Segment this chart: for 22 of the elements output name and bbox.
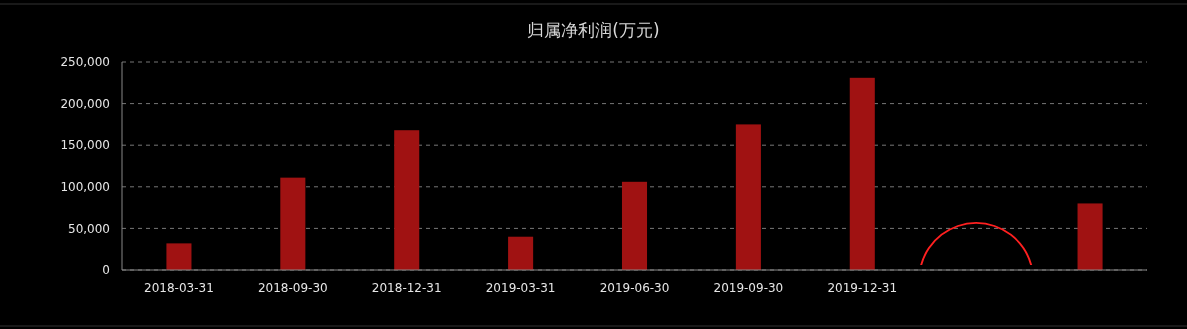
bar xyxy=(1077,203,1103,270)
bar xyxy=(508,236,534,270)
y-tick-label: 100,000 xyxy=(60,180,110,194)
y-tick-label: 150,000 xyxy=(60,138,110,153)
y-tick-label: 50,000 xyxy=(68,221,110,236)
x-tick-label: 2019-03-31 xyxy=(485,281,556,295)
bar xyxy=(394,130,420,270)
x-tick-label: 2019-09-30 xyxy=(713,281,784,295)
bar xyxy=(849,77,875,270)
bar xyxy=(621,181,648,270)
x-tick-label: 2019-12-31 xyxy=(827,281,898,295)
x-tick-label: 2018-12-31 xyxy=(371,281,442,295)
x-tick-label: 2019-06-30 xyxy=(599,281,670,295)
bar xyxy=(166,243,192,270)
bar xyxy=(735,124,761,270)
y-tick-label: 200,000 xyxy=(60,96,110,111)
x-tick-label: 2018-03-31 xyxy=(144,281,214,295)
chart-title: 归属净利润(万元) xyxy=(527,20,660,40)
y-tick-label: 0 xyxy=(102,263,110,278)
x-tick-label: 2018-09-30 xyxy=(257,281,328,295)
bar xyxy=(280,177,306,270)
y-tick-label: 250,000 xyxy=(60,55,110,70)
